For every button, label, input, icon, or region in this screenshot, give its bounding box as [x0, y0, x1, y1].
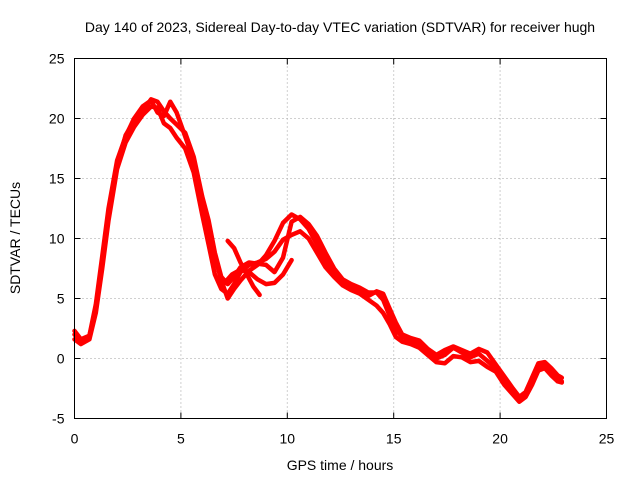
series-group — [72, 97, 565, 404]
x-tick-label: 0 — [71, 431, 79, 447]
y-tick-label: 5 — [57, 291, 65, 307]
chart-title: Day 140 of 2023, Sidereal Day-to-day VTE… — [85, 19, 595, 35]
y-axis-label: SDTVAR / TECUs — [7, 182, 23, 294]
y-tick-label: -5 — [52, 411, 65, 427]
y-tick-label: 0 — [57, 351, 65, 367]
series-line-trace-5-fragment — [221, 257, 294, 287]
grid — [74, 58, 607, 419]
x-tick-label: 15 — [386, 431, 402, 447]
y-tick-label: 10 — [49, 231, 65, 247]
x-tick-label: 10 — [280, 431, 296, 447]
y-tick-label: 25 — [49, 51, 65, 67]
x-tick-label: 5 — [177, 431, 185, 447]
x-tick-label: 20 — [492, 431, 508, 447]
axis-ticks: 0 5 10 15 20 25 -5 0 5 10 15 20 25 — [49, 51, 615, 447]
series-line-trace-3 — [72, 97, 565, 402]
y-tick-label: 20 — [49, 111, 65, 127]
series-line-trace-1 — [72, 98, 565, 400]
x-tick-label: 25 — [599, 431, 615, 447]
series-line-trace-2 — [72, 104, 565, 404]
y-tick-label: 15 — [49, 171, 65, 187]
x-axis-label: GPS time / hours — [287, 457, 394, 473]
